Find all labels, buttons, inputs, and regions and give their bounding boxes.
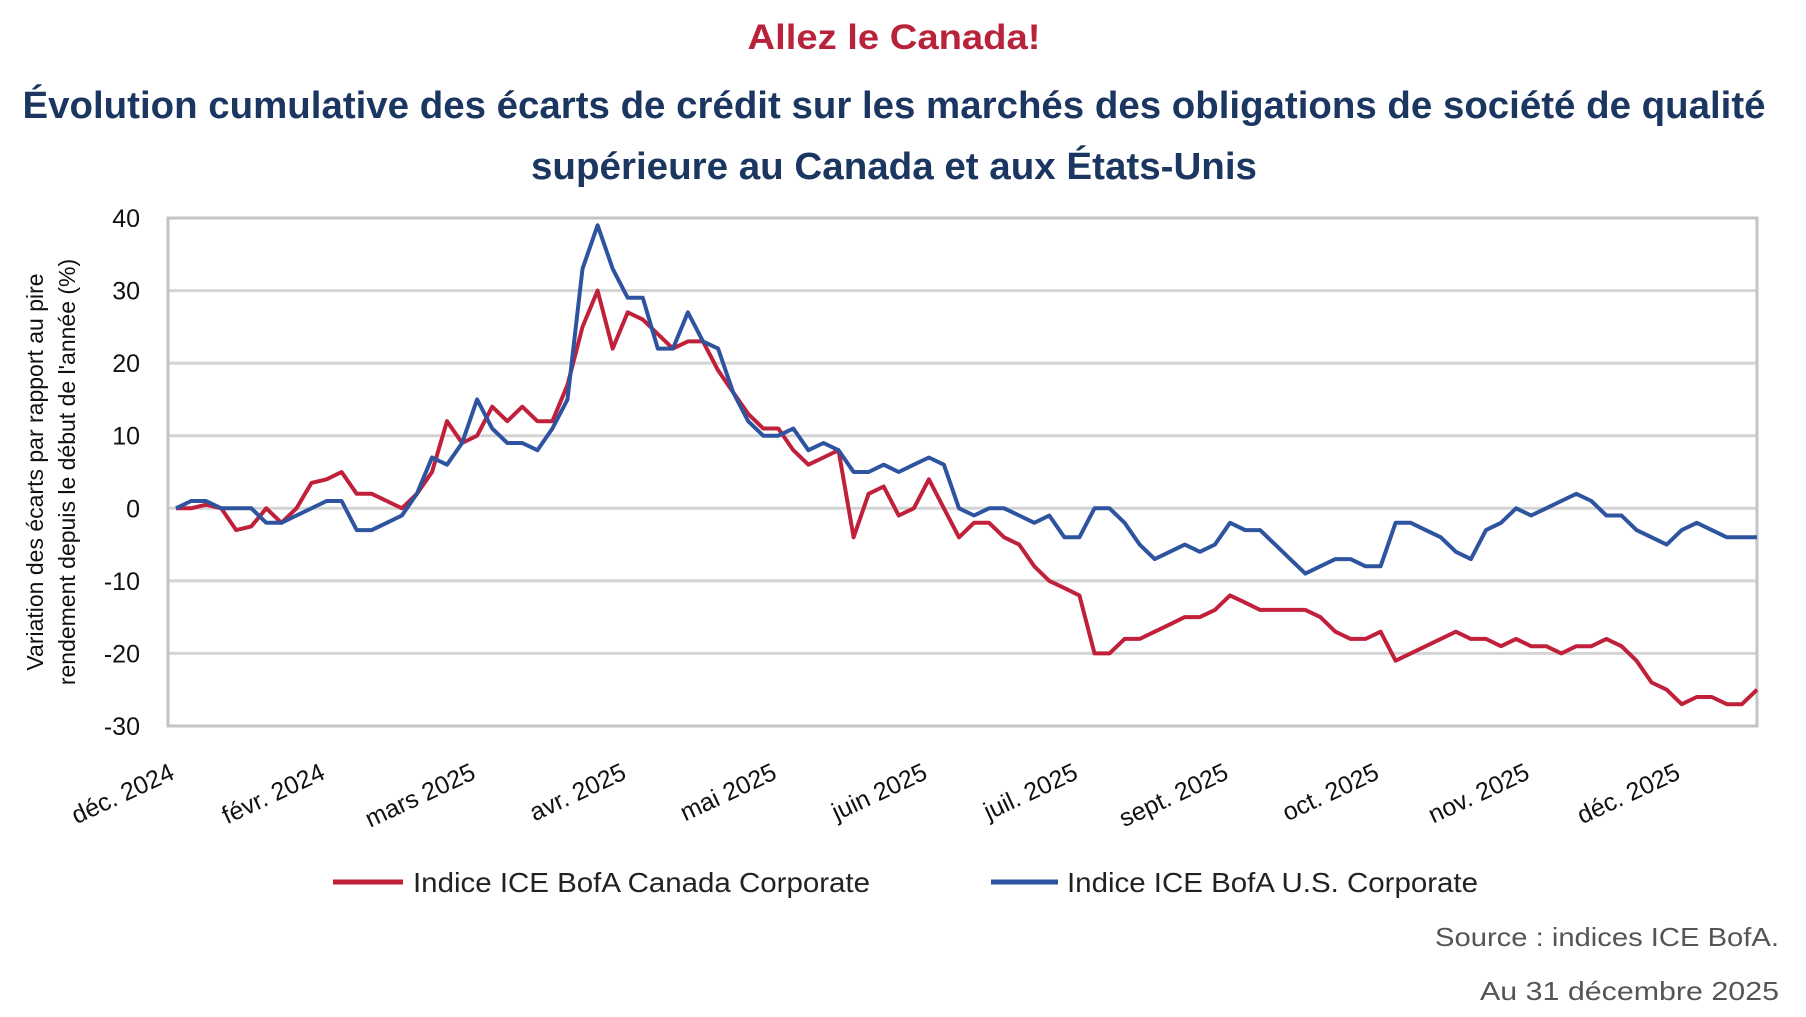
- x-tick-label: févr. 2024: [218, 758, 329, 830]
- y-tick-label: 10: [112, 423, 140, 451]
- series-line-us: [175, 223, 1757, 576]
- y-axis-title-line1: Variation des écarts par rapport au pire: [22, 273, 48, 670]
- legend-label-canada: Indice ICE BofA Canada Corporate: [413, 867, 870, 898]
- x-tick-label: juil. 2025: [979, 758, 1082, 826]
- y-tick-label: -20: [104, 640, 140, 668]
- plot-border: [166, 216, 1759, 728]
- x-tick-label: avr. 2025: [525, 758, 630, 827]
- x-tick-label: déc. 2025: [1573, 758, 1684, 830]
- x-tick-label: déc. 2024: [67, 758, 178, 830]
- x-axis: déc. 2024 févr. 2024 mars 2025 avr. 2025 mai…: [67, 758, 1684, 833]
- y-tick-label: 30: [112, 278, 140, 306]
- gridlines: [168, 216, 1757, 728]
- x-tick-label: mars 2025: [361, 758, 480, 833]
- y-tick-label: 0: [126, 495, 140, 523]
- y-tick-label: 40: [112, 205, 140, 233]
- x-tick-label: sept. 2025: [1115, 758, 1233, 833]
- source-note: Source : indices ICE BofA.: [1435, 922, 1779, 952]
- y-axis-title: Variation des écarts par rapport au pire…: [22, 259, 80, 685]
- legend: Indice ICE BofA Canada Corporate Indice …: [333, 867, 1478, 898]
- x-tick-label: mai 2025: [676, 758, 781, 827]
- date-note: Au 31 décembre 2025: [1480, 976, 1779, 1006]
- x-tick-label: nov. 2025: [1424, 758, 1534, 829]
- chart-title-line2: supérieure au Canada et aux États-Unis: [531, 144, 1257, 188]
- y-tick-label: -10: [104, 568, 140, 596]
- legend-label-us: Indice ICE BofA U.S. Corporate: [1067, 867, 1478, 898]
- chart-subtitle: Allez le Canada!: [748, 18, 1041, 57]
- x-tick-label: juin 2025: [827, 758, 932, 827]
- y-axis-title-line2: rendement depuis le début de l'année (%): [54, 259, 80, 685]
- y-axis: 40 30 20 10 0 -10 -20 -30: [104, 205, 140, 741]
- series-lines: [175, 223, 1759, 707]
- x-tick-label: oct. 2025: [1278, 758, 1383, 827]
- chart-title-line1: Évolution cumulative des écarts de crédi…: [23, 83, 1766, 127]
- series-line-canada: [176, 288, 1759, 707]
- y-tick-label: 20: [112, 350, 140, 378]
- y-tick-label: -30: [104, 713, 140, 741]
